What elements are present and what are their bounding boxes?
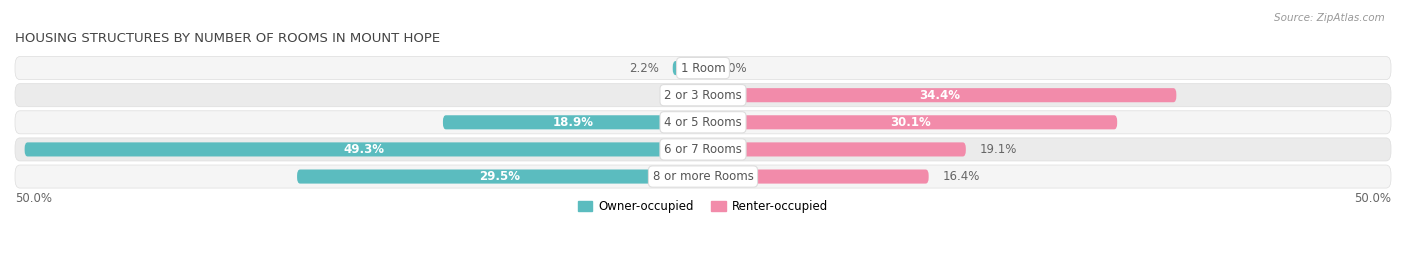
Text: 50.0%: 50.0% [15,192,52,205]
FancyBboxPatch shape [672,61,703,75]
Text: Source: ZipAtlas.com: Source: ZipAtlas.com [1274,13,1385,23]
FancyBboxPatch shape [15,138,1391,161]
Text: 0.0%: 0.0% [659,89,689,102]
FancyBboxPatch shape [15,165,1391,188]
Text: 2 or 3 Rooms: 2 or 3 Rooms [664,89,742,102]
FancyBboxPatch shape [15,56,1391,80]
Text: 50.0%: 50.0% [1354,192,1391,205]
FancyBboxPatch shape [703,88,1177,102]
FancyBboxPatch shape [443,115,703,129]
FancyBboxPatch shape [15,111,1391,134]
FancyBboxPatch shape [25,142,703,157]
Text: 2.2%: 2.2% [628,62,659,75]
Text: 8 or more Rooms: 8 or more Rooms [652,170,754,183]
Text: 16.4%: 16.4% [942,170,980,183]
Text: 18.9%: 18.9% [553,116,593,129]
FancyBboxPatch shape [703,169,929,184]
Text: 6 or 7 Rooms: 6 or 7 Rooms [664,143,742,156]
Text: 29.5%: 29.5% [479,170,520,183]
Text: 34.4%: 34.4% [920,89,960,102]
Text: 0.0%: 0.0% [717,62,747,75]
Legend: Owner-occupied, Renter-occupied: Owner-occupied, Renter-occupied [574,196,832,218]
Text: 1 Room: 1 Room [681,62,725,75]
Text: 4 or 5 Rooms: 4 or 5 Rooms [664,116,742,129]
Text: 19.1%: 19.1% [980,143,1017,156]
FancyBboxPatch shape [15,84,1391,107]
FancyBboxPatch shape [297,169,703,184]
FancyBboxPatch shape [703,142,966,157]
FancyBboxPatch shape [703,115,1118,129]
Text: HOUSING STRUCTURES BY NUMBER OF ROOMS IN MOUNT HOPE: HOUSING STRUCTURES BY NUMBER OF ROOMS IN… [15,32,440,45]
Text: 49.3%: 49.3% [343,143,384,156]
Text: 30.1%: 30.1% [890,116,931,129]
